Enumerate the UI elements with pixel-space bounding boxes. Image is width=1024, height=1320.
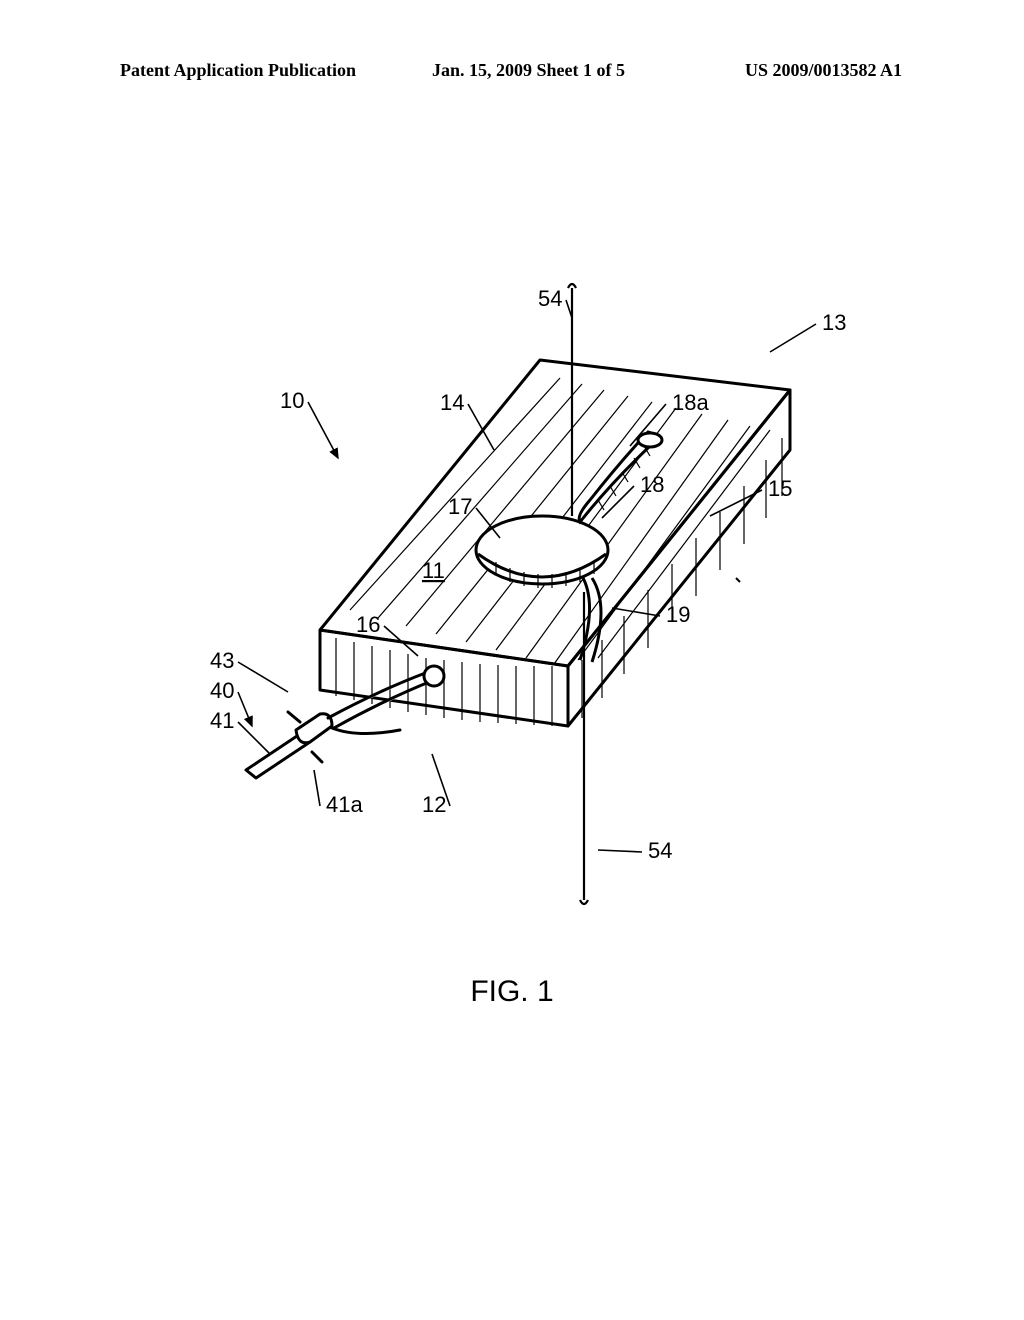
leader-43 [238,662,288,692]
label-18: 18 [640,472,664,497]
leader-40 [238,692,252,726]
tool [246,666,444,778]
label-41: 41 [210,708,234,733]
label-43: 43 [210,648,234,673]
figure-1-svg: 54 13 10 14 18a 17 18 15 11 16 19 43 40 41 41a 12 54 [150,260,874,960]
leader-54b [598,850,642,852]
label-15: 15 [768,476,792,501]
board-front-hatch [336,638,552,726]
label-40: 40 [210,678,234,703]
leader-13 [770,324,816,352]
label-18a: 18a [672,390,709,415]
header-right: US 2009/0013582 A1 [745,60,902,81]
leader-41 [238,722,270,754]
header-center: Jan. 15, 2009 Sheet 1 of 5 [432,60,625,81]
leader-10 [308,402,338,458]
page: Patent Application Publication Jan. 15, … [0,0,1024,1320]
page-header: Patent Application Publication Jan. 15, … [0,60,1024,90]
label-14: 14 [440,390,464,415]
leader-19 [612,608,660,616]
leader-41a [314,770,320,806]
label-17: 17 [448,494,472,519]
header-left: Patent Application Publication [120,60,356,81]
label-11: 11 [422,558,445,583]
label-12: 12 [422,792,446,817]
recess [476,516,608,588]
line-54 [568,284,588,904]
label-10: 10 [280,388,304,413]
figure-caption: FIG. 1 [0,975,1024,1009]
label-41a: 41a [326,792,363,817]
leader-15 [710,490,762,516]
label-13: 13 [822,310,846,335]
label-19: 19 [666,602,690,627]
figure-1: 54 13 10 14 18a 17 18 15 11 16 19 43 40 41 41a 12 54 [150,260,874,960]
label-16: 16 [356,612,380,637]
label-54a: 54 [538,286,562,311]
label-54b: 54 [648,838,672,863]
